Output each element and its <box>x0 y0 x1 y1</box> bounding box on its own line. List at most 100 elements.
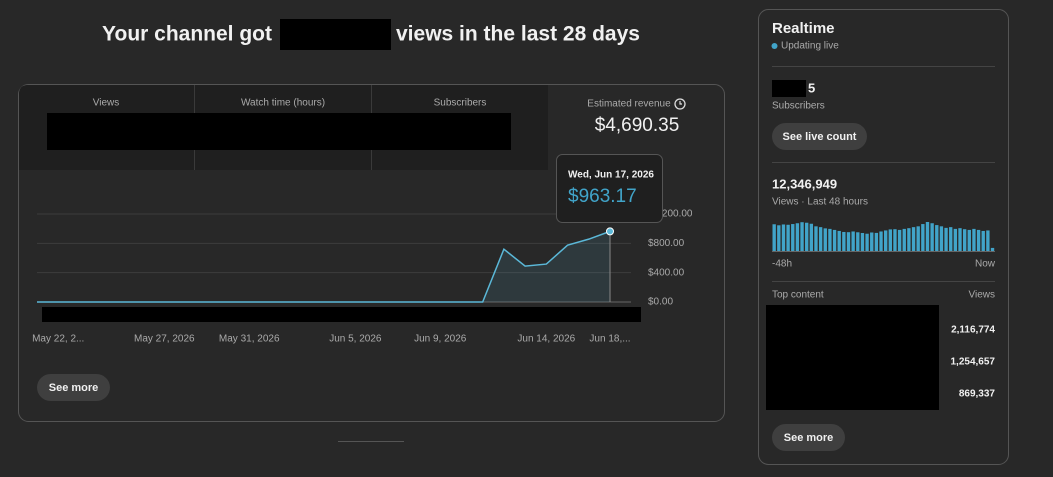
bar <box>967 229 971 251</box>
tooltip-date: Wed, Jun 17, 2026 <box>568 170 654 181</box>
bar <box>962 229 967 251</box>
bar <box>884 230 888 251</box>
bar <box>972 228 976 251</box>
plot: $0.00 $400.00 $800.00 $1,200.00 May 22, 2...… <box>32 209 693 345</box>
live-count-button[interactable]: See live count <box>772 123 867 150</box>
bar <box>911 227 916 251</box>
top-content-list: 2,116,774 1,254,657 869,337 <box>951 325 996 400</box>
bar <box>846 232 851 251</box>
redaction <box>42 307 641 322</box>
realtime-title: Realtime <box>772 20 835 37</box>
bar <box>795 223 800 251</box>
x-start-label: -48h <box>772 259 792 270</box>
top-content-views: 1,254,657 <box>951 357 996 368</box>
tab-label: Subscribers <box>434 98 487 109</box>
y-tick-label: $1,200.00 <box>648 209 693 220</box>
redaction <box>772 80 806 97</box>
clock-icon <box>674 98 686 110</box>
bar <box>823 228 827 251</box>
x-tick-label: Jun 14, 2026 <box>517 334 575 345</box>
x-tick-label: May 31, 2026 <box>219 334 280 345</box>
bar <box>879 231 883 251</box>
redaction <box>47 113 511 150</box>
button-bg <box>772 424 845 451</box>
bar <box>828 228 832 251</box>
x-tick-label: Jun 18,... <box>589 334 630 345</box>
bar <box>902 228 906 251</box>
bar <box>949 227 953 251</box>
bar <box>976 229 981 251</box>
redaction <box>280 19 391 50</box>
button-label: See more <box>49 382 99 394</box>
bar <box>888 229 892 251</box>
y-tick-label: $400.00 <box>648 267 685 278</box>
bar <box>958 228 962 251</box>
bar <box>925 222 930 251</box>
tab[interactable]: Views <box>93 98 120 109</box>
tab[interactable]: Watch time (hours) <box>241 98 325 109</box>
tooltip-value: $963.17 <box>568 186 637 207</box>
bar <box>786 224 790 251</box>
bar <box>953 228 958 251</box>
bar-chart <box>772 222 995 251</box>
tab[interactable]: Subscribers <box>434 98 487 109</box>
bar <box>805 222 809 251</box>
tab-value: $4,690.35 <box>595 115 680 136</box>
bar <box>809 223 814 251</box>
bar <box>916 226 920 251</box>
views-subtitle: Views · Last 48 hours <box>772 197 868 208</box>
x-tick-label: Jun 9, 2026 <box>414 334 467 345</box>
tab[interactable]: Estimated revenue $4,690.35 <box>587 98 686 136</box>
y-tick-label: $800.00 <box>648 238 685 249</box>
line <box>37 230 611 303</box>
clock-icon <box>679 101 682 105</box>
tooltip-box <box>556 154 663 223</box>
button-label: See more <box>784 432 834 444</box>
button-label: See live count <box>783 131 857 143</box>
bar <box>791 224 795 251</box>
bar <box>935 225 939 251</box>
bar <box>981 230 985 251</box>
x-tick-label: Jun 5, 2026 <box>329 334 382 345</box>
tab-label: Views <box>93 98 120 109</box>
live-status: Updating live <box>781 41 839 52</box>
area <box>37 231 610 302</box>
bar <box>865 233 869 251</box>
bar <box>986 230 990 251</box>
views-total: 12,346,949 <box>772 176 837 191</box>
bar <box>832 229 837 251</box>
bar <box>777 225 781 251</box>
bar <box>860 233 865 251</box>
tab-label: Estimated revenue <box>587 99 671 110</box>
bar <box>939 226 944 251</box>
subscriber-count: 5 <box>808 80 815 95</box>
bar <box>921 224 925 251</box>
bar <box>874 232 879 251</box>
x-tick-label: May 22, 2... <box>32 334 84 345</box>
top-content-title: Top content <box>772 290 824 301</box>
y-tick-label: $0.00 <box>648 297 673 308</box>
tooltip: Wed, Jun 17, 2026 $963.17 <box>556 154 663 223</box>
button-bg <box>37 374 110 401</box>
bar <box>856 232 860 251</box>
see-more-button[interactable]: See more <box>772 424 845 451</box>
bar <box>990 247 995 251</box>
subscriber-label: Subscribers <box>772 101 825 112</box>
bar <box>837 230 841 251</box>
hover-point <box>606 227 614 236</box>
see-more-button[interactable]: See more <box>37 374 110 401</box>
bar <box>781 224 786 251</box>
bar <box>851 231 855 251</box>
bar <box>893 229 897 251</box>
redaction <box>766 305 939 410</box>
x-tick-label: May 27, 2026 <box>134 334 195 345</box>
bar <box>930 223 934 251</box>
bar <box>772 224 776 251</box>
bar <box>842 231 846 251</box>
bar <box>800 222 804 251</box>
bar <box>818 227 823 251</box>
live-dot <box>771 43 778 49</box>
x-end-label: Now <box>975 259 996 270</box>
